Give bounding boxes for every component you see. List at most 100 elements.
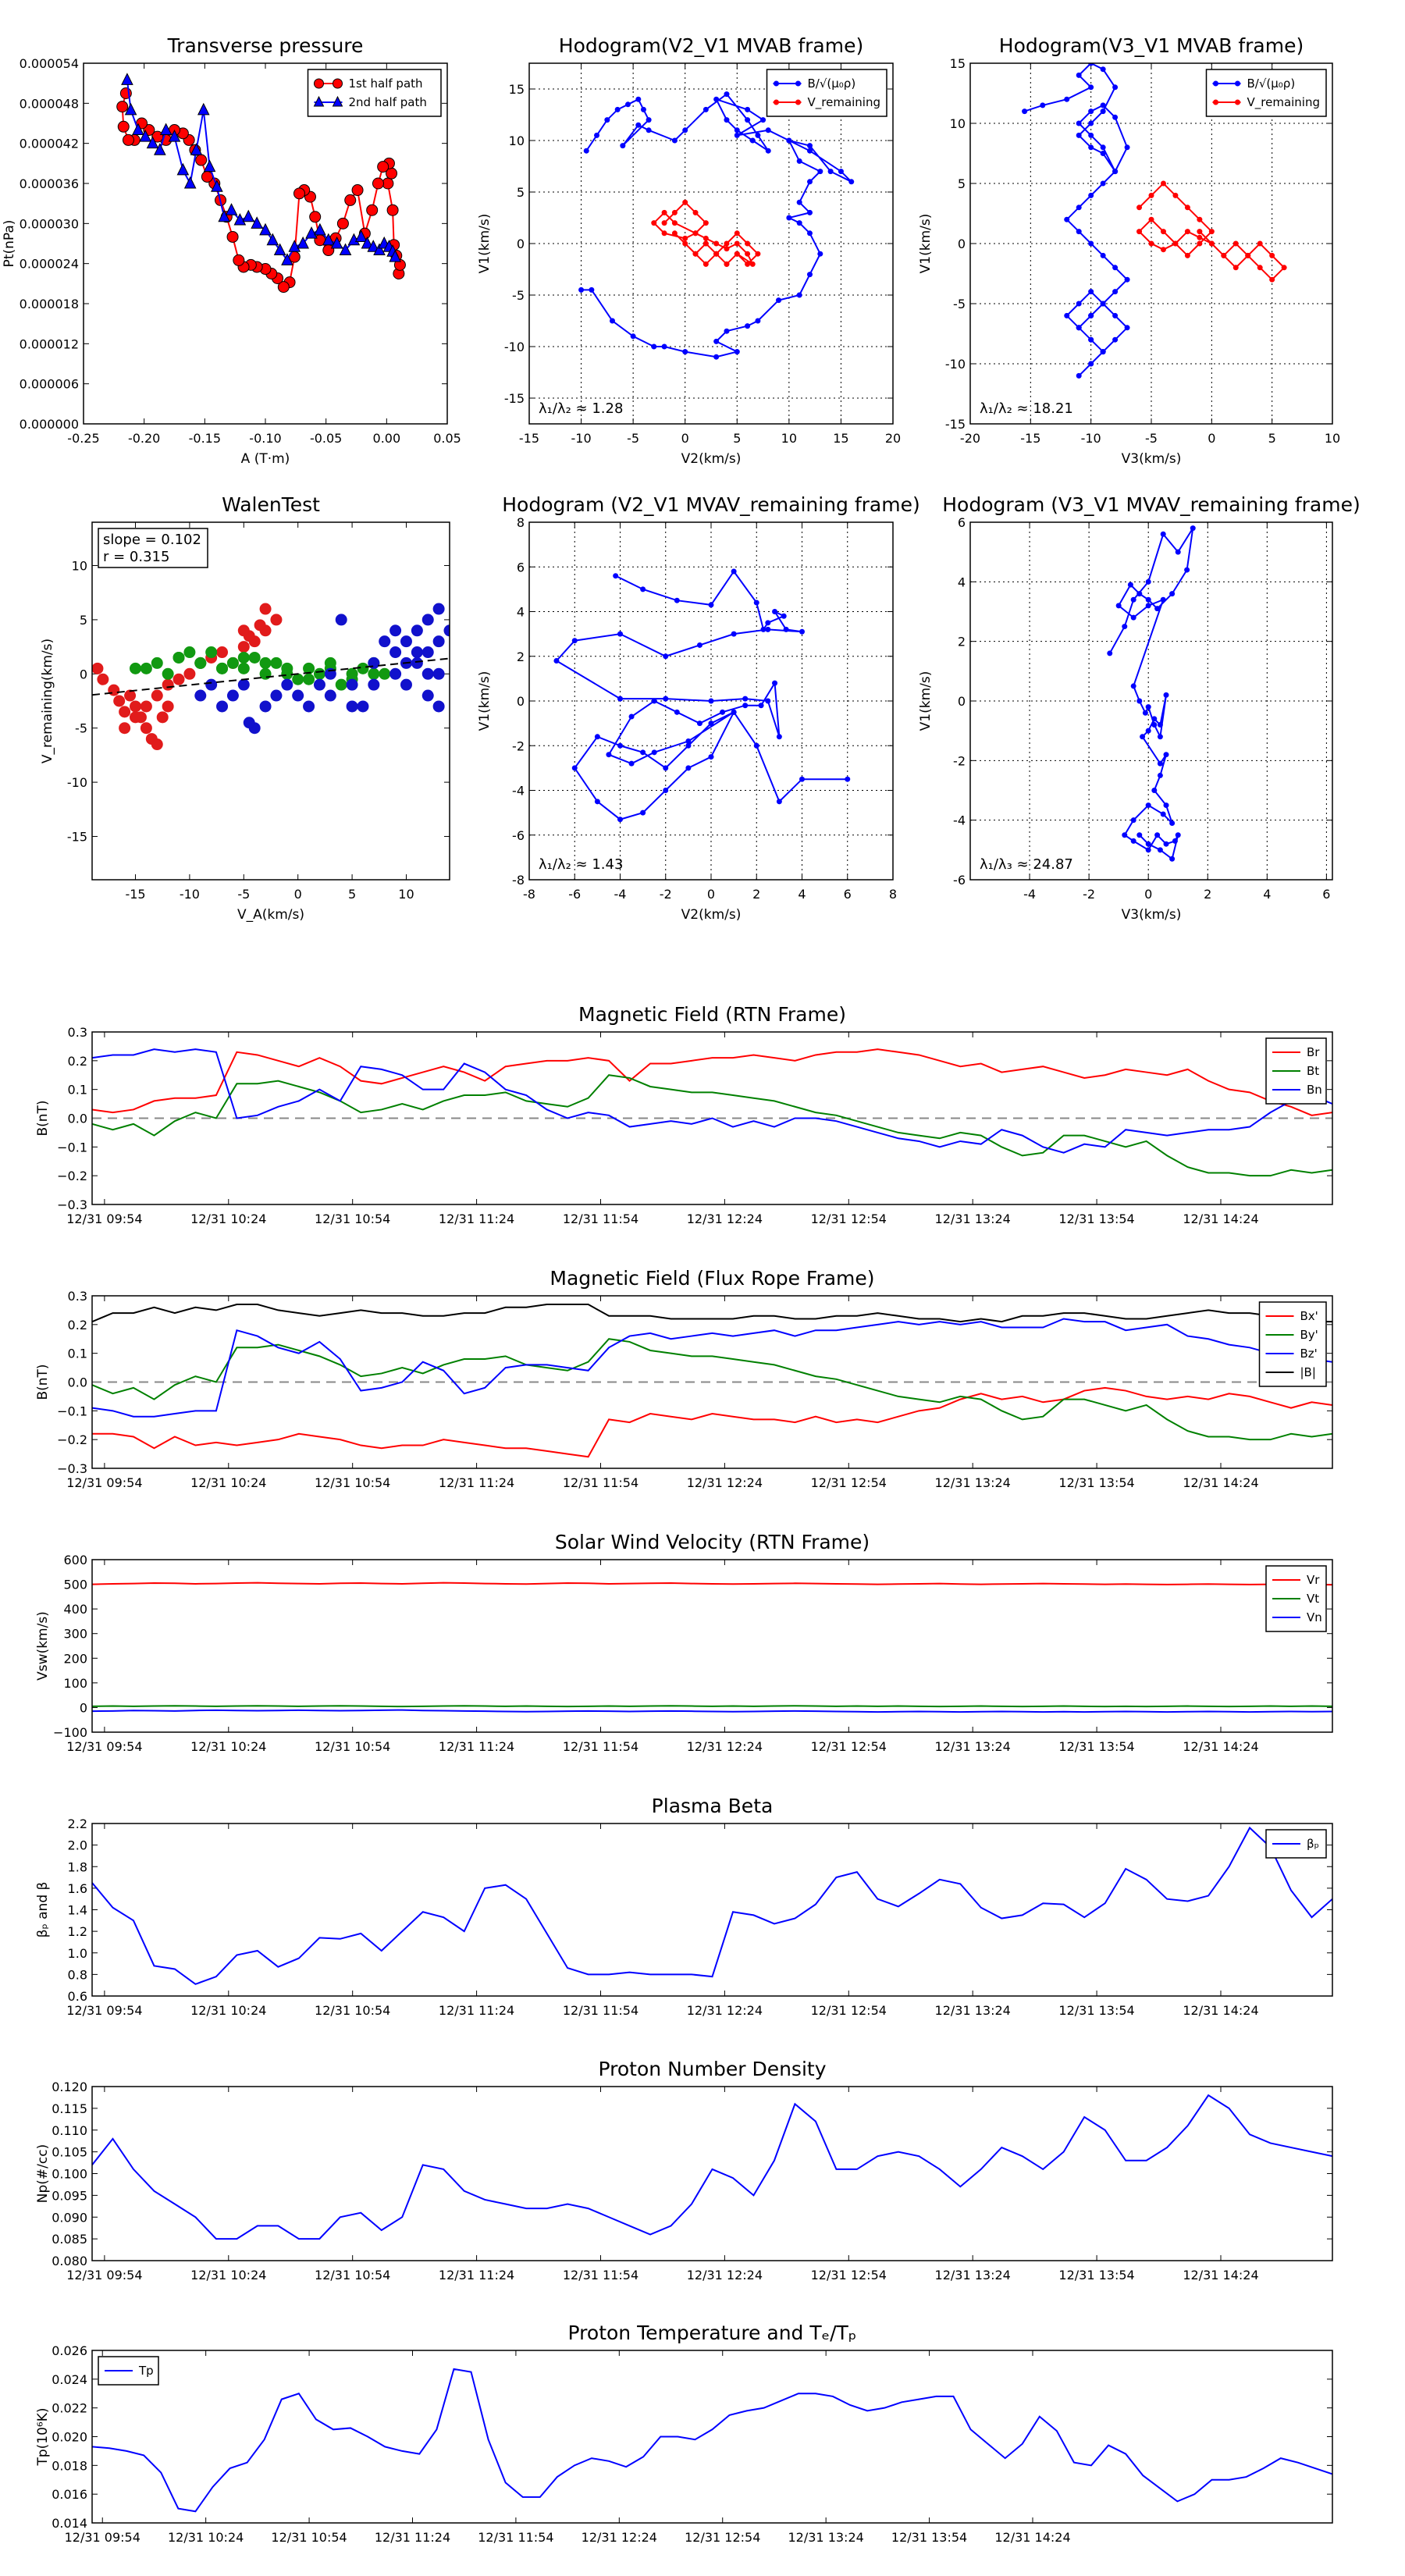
data-point	[237, 624, 250, 637]
data-point	[1112, 169, 1119, 175]
data-point	[1088, 312, 1094, 318]
legend: B/√(μ₀ρ) V_remaining	[1205, 69, 1327, 117]
chart-beta: Plasma Beta 0.6 0.8 1.0 1.2 1.4 1.6 1.8 2.0 2.2 12…	[35, 1795, 1333, 2018]
data-point	[692, 251, 699, 257]
data-point	[708, 754, 714, 760]
annotation-text: λ₁/λ₂ ≈ 1.28	[539, 400, 623, 417]
data-point	[140, 722, 152, 735]
x-tick-label: 12/31 13:24	[935, 2268, 1011, 2282]
data-point	[281, 678, 293, 691]
data-point	[97, 673, 109, 685]
data-point	[1145, 847, 1151, 853]
data-point	[765, 698, 771, 704]
data-point	[259, 667, 272, 680]
data-point	[1172, 240, 1179, 247]
legend: B/√(μ₀ρ) V_remaining	[766, 69, 887, 117]
data-point	[724, 328, 730, 334]
x-tick-label: -6	[568, 887, 581, 902]
data-point	[194, 689, 207, 702]
data-point	[119, 706, 131, 718]
x-tick-label: 12/31 10:24	[190, 2268, 266, 2282]
x-tick-label: -2	[1083, 887, 1095, 902]
data-point	[194, 656, 207, 669]
x-tick-label: 10	[781, 431, 797, 446]
data-point	[195, 154, 208, 166]
data-point	[156, 711, 169, 724]
data-point	[368, 678, 380, 691]
legend-label: Bz'	[1300, 1347, 1318, 1361]
x-tick-label: 12/31 12:24	[582, 2530, 657, 2545]
data-point	[734, 240, 740, 247]
chart-vel: Solar Wind Velocity (RTN Frame) −100 0 100 2…	[35, 1531, 1333, 1754]
data-point	[277, 281, 290, 294]
data-point	[259, 222, 272, 236]
annotation-text: λ₁/λ₂ ≈ 1.43	[539, 856, 623, 873]
legend-marker	[774, 80, 779, 87]
plot-area	[578, 91, 855, 360]
data-point	[366, 204, 379, 216]
data-point	[1145, 596, 1151, 603]
y-tick-label: 0.000036	[20, 176, 79, 191]
x-tick-label: -15	[519, 431, 539, 446]
y-tick-label: 4	[517, 605, 525, 620]
data-point	[1100, 66, 1106, 73]
y-tick-label: 0.014	[52, 2516, 87, 2531]
data-point	[755, 251, 761, 257]
data-point	[162, 678, 174, 691]
x-tick-label: 12/31 13:54	[1058, 1475, 1134, 1490]
plot-area	[92, 2368, 1332, 2513]
y-tick-label: −0.3	[57, 1197, 87, 1212]
y-tick-label: 1.8	[68, 1859, 87, 1874]
data-point	[176, 162, 190, 176]
data-point	[594, 799, 600, 805]
y-tick-label: 0.3	[68, 1289, 87, 1304]
x-tick-label: 12/31 12:24	[687, 1739, 763, 1754]
y-tick-label: 0.085	[52, 2232, 87, 2247]
y-tick-label: -15	[504, 391, 525, 406]
data-point	[1088, 132, 1094, 138]
data-point	[373, 243, 386, 256]
series-bz--line	[92, 1318, 1332, 1418]
data-point	[745, 261, 751, 267]
x-tick-label: 12/31 10:54	[271, 2530, 347, 2545]
x-tick-label: 8	[889, 887, 897, 902]
data-point	[1064, 216, 1070, 222]
x-tick-label: 12/31 10:24	[190, 1212, 266, 1226]
data-point	[765, 620, 771, 626]
data-point	[1100, 301, 1106, 307]
y-tick-label: -5	[512, 288, 525, 303]
data-point	[1148, 192, 1154, 198]
data-point	[1124, 325, 1130, 331]
data-point	[1107, 650, 1113, 656]
data-point	[411, 656, 423, 669]
y-tick-label: -10	[945, 357, 966, 372]
data-point	[1112, 312, 1119, 318]
legend-label: B/√(μ₀ρ)	[1247, 76, 1296, 91]
plot-frame	[528, 62, 894, 425]
data-point	[1124, 144, 1130, 151]
data-point	[1064, 312, 1070, 318]
data-point	[848, 179, 855, 185]
data-point	[1208, 229, 1215, 235]
plot-frame	[969, 62, 1333, 425]
fit-line	[92, 657, 450, 696]
x-tick-label: 0	[707, 887, 715, 902]
plot-area	[92, 2094, 1332, 2240]
data-point	[242, 209, 255, 222]
x-tick-label: 12/31 11:54	[563, 2003, 638, 2018]
x-tick-label: -0.05	[310, 431, 342, 446]
data-point	[1190, 525, 1196, 532]
y-tick-label: 600	[63, 1553, 87, 1567]
data-point	[674, 597, 680, 603]
x-tick-label: -0.15	[189, 431, 221, 446]
y-tick-label: 2	[517, 649, 525, 664]
data-point	[1148, 240, 1154, 247]
x-tick-label: 12/31 13:54	[1058, 1212, 1134, 1226]
data-point	[1142, 710, 1148, 716]
data-point	[617, 696, 623, 702]
data-point	[674, 709, 680, 715]
data-point	[1157, 760, 1163, 767]
data-point	[724, 261, 730, 267]
legend-label: 1st half path	[349, 76, 423, 91]
data-point	[1169, 591, 1176, 597]
